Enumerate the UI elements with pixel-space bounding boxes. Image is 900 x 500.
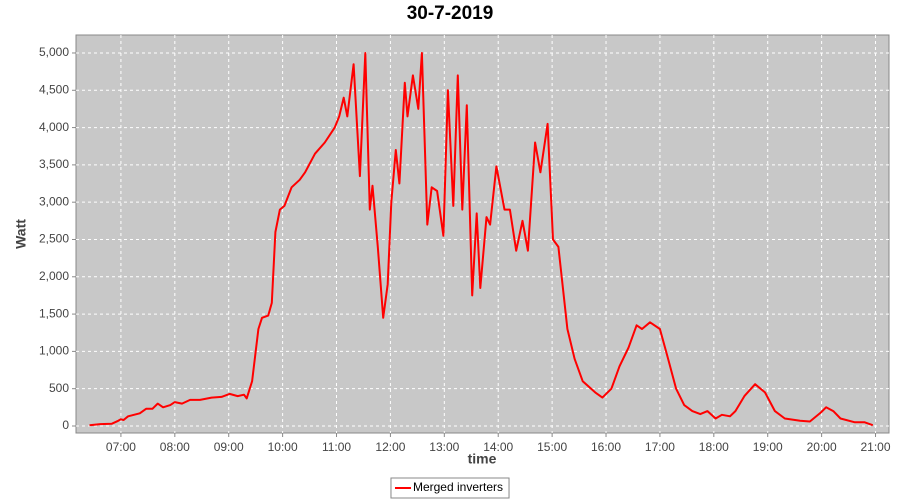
x-tick-label: 09:00 bbox=[214, 440, 244, 454]
x-tick-label: 17:00 bbox=[645, 440, 675, 454]
x-tick-label: 16:00 bbox=[591, 440, 621, 454]
x-tick-label: 11:00 bbox=[322, 440, 351, 454]
y-tick-label: 4,000 bbox=[39, 120, 69, 134]
x-tick-label: 15:00 bbox=[537, 440, 567, 454]
legend-label: Merged inverters bbox=[413, 480, 503, 494]
x-tick-label: 12:00 bbox=[375, 440, 405, 454]
x-axis-label: time bbox=[468, 451, 497, 467]
y-tick-label: 2,000 bbox=[39, 269, 69, 283]
x-tick-label: 07:00 bbox=[106, 440, 136, 454]
legend-box bbox=[390, 477, 510, 499]
y-axis-label: Watt bbox=[13, 219, 29, 249]
x-tick-label: 21:00 bbox=[861, 440, 891, 454]
x-tick-label: 19:00 bbox=[753, 440, 783, 454]
x-tick-label: 14:00 bbox=[483, 440, 513, 454]
x-tick-label: 20:00 bbox=[807, 440, 837, 454]
y-tick-label: 4,500 bbox=[39, 82, 69, 96]
y-tick-label: 3,500 bbox=[39, 157, 69, 171]
y-tick-label: 2,500 bbox=[39, 232, 69, 246]
y-tick-label: 5,000 bbox=[39, 45, 69, 59]
y-tick-label: 0 bbox=[62, 418, 69, 432]
x-tick-label: 10:00 bbox=[268, 440, 298, 454]
x-tick-label: 08:00 bbox=[160, 440, 190, 454]
y-tick-label: 3,000 bbox=[39, 194, 69, 208]
x-tick-label: 18:00 bbox=[699, 440, 729, 454]
y-tick-label: 500 bbox=[49, 381, 69, 395]
data-line bbox=[89, 52, 874, 427]
x-tick-label: 13:00 bbox=[429, 440, 459, 454]
y-tick-label: 1,500 bbox=[39, 306, 69, 320]
chart-title: 30-7-2019 bbox=[407, 3, 494, 24]
plot-area bbox=[75, 34, 890, 434]
y-tick-label: 1,000 bbox=[39, 344, 69, 358]
